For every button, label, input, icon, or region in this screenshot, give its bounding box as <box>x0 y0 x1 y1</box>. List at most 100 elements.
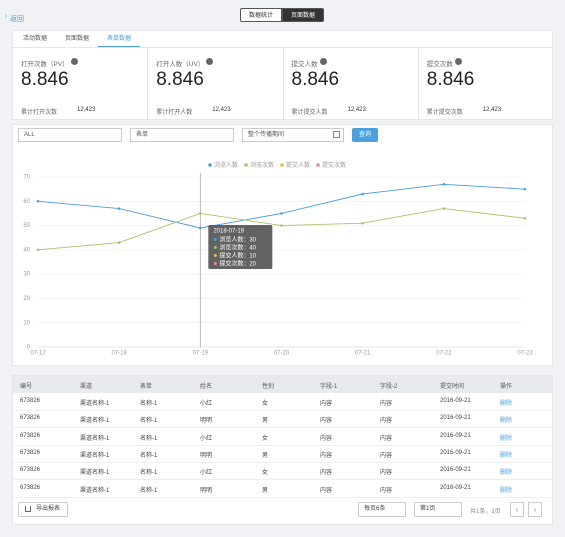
table-cell: 2016-09-21 <box>440 467 471 474</box>
delete-link[interactable]: 删除 <box>500 418 513 425</box>
calendar-icon <box>333 131 340 138</box>
tab[interactable]: 页面数据 <box>64 36 89 42</box>
series-line <box>37 183 526 229</box>
delete-link[interactable]: 删除 <box>500 470 513 477</box>
tooltip-line: 提交次数：20 <box>219 260 256 268</box>
tooltip-date: 2018-07-19 <box>213 229 244 235</box>
card-divider <box>147 48 149 120</box>
data-point <box>117 207 121 210</box>
x-tick-label: 07-17 <box>30 351 46 357</box>
column-header: 渠道 <box>80 384 93 390</box>
table-cell: 小红 <box>200 470 213 477</box>
table-cell: 男 <box>262 487 269 494</box>
period-select[interactable]: 整个传播期间 <box>242 128 344 142</box>
y-tick-label: 30 <box>23 272 30 278</box>
table-cell: 名称-1 <box>140 435 158 442</box>
prev-button[interactable]: ‹ <box>510 502 524 517</box>
row-divider <box>13 479 552 481</box>
line-chart: 0 10 20 30 40 50 60 70 07-17 07-18 07-19 07-20 07-21… <box>23 161 533 357</box>
tab[interactable]: 表单数据 <box>98 33 140 47</box>
table-cell: 明明 <box>200 452 213 459</box>
channel-select[interactable]: ALL <box>18 128 122 142</box>
table-cell: 2016-09-21 <box>440 432 471 439</box>
table-cell: 内容 <box>320 418 333 425</box>
table-cell: 673826 <box>20 398 41 404</box>
table-cell: 673826 <box>20 467 41 474</box>
table-cell: 渠道名称-1 <box>80 401 110 407</box>
table-cell: 2016-09-21 <box>440 398 471 404</box>
delete-link[interactable]: 删除 <box>500 487 513 494</box>
table-cell: 2016-09-21 <box>440 449 471 456</box>
table-header-bg <box>13 376 552 393</box>
column-header: 性别 <box>262 384 275 390</box>
card-total: 12,423 <box>482 107 502 113</box>
card-total: 12,423 <box>212 107 231 113</box>
page-size-select[interactable]: 每页6条 <box>358 502 406 517</box>
card-label: 打开次数（PV） <box>21 61 69 68</box>
card-total: 12,423 <box>77 107 96 113</box>
table-cell: 女 <box>262 401 269 407</box>
table-cell: 2016-09-21 <box>440 415 471 422</box>
tooltip-line: 提交人数：10 <box>219 252 256 260</box>
next-button[interactable]: › <box>528 502 542 517</box>
legend-swatch <box>244 163 248 167</box>
table-cell: 内容 <box>320 435 333 442</box>
table-cell: 2016-09-21 <box>440 484 471 491</box>
legend-swatch <box>208 163 212 167</box>
export-button[interactable]: 导出报表 <box>18 502 68 517</box>
column-header: 操作 <box>500 384 513 390</box>
table-cell: 名称-1 <box>140 487 158 494</box>
data-point <box>280 224 283 227</box>
table-cell: 名称-1 <box>140 452 158 459</box>
row-divider <box>13 410 552 411</box>
y-tick-label: 0 <box>27 345 31 351</box>
tooltip-line: 浏览次数：40 <box>219 244 256 252</box>
data-point <box>361 221 364 225</box>
data-point <box>36 199 40 203</box>
table-cell: 673826 <box>20 432 41 439</box>
tooltip-line: 浏览人数：30 <box>219 236 256 244</box>
column-header: 表单 <box>140 384 153 390</box>
column-header: 字段-2 <box>380 384 398 390</box>
delete-link[interactable]: 删除 <box>500 401 513 407</box>
table-cell: 内容 <box>380 435 393 442</box>
y-tick-label: 20 <box>23 296 30 302</box>
card-total-label: 累计打开次数 <box>21 110 58 116</box>
row-divider <box>13 496 552 498</box>
table-cell: 女 <box>262 435 269 442</box>
table-panel <box>12 375 553 525</box>
page-select[interactable]: 第1页 <box>414 502 462 517</box>
x-tick-label: 07-18 <box>111 351 127 357</box>
tooltip-swatch <box>213 262 217 265</box>
x-tick-label: 07-22 <box>436 351 452 357</box>
y-tick-label: 10 <box>23 320 30 326</box>
query-button[interactable]: 查询 <box>352 128 378 142</box>
legend-label: 浏览次数 <box>250 161 274 169</box>
table-cell: 明明 <box>200 418 213 425</box>
card-total-label: 累计提交人数 <box>291 110 328 116</box>
x-tick-label: 07-21 <box>355 351 371 357</box>
table-cell: 名称-1 <box>140 401 158 407</box>
data-point <box>36 248 40 252</box>
table-cell: 名称-1 <box>140 418 158 425</box>
column-header: 编号 <box>20 384 33 390</box>
toggle-button[interactable]: 数据统计 <box>240 8 282 22</box>
card-total: 12,423 <box>347 107 366 113</box>
table-cell: 内容 <box>380 487 393 494</box>
toggle-button[interactable]: 页面数据 <box>282 8 324 22</box>
table-cell: 男 <box>262 418 269 425</box>
delete-link[interactable]: 删除 <box>500 435 513 442</box>
legend-label: 提交次数 <box>322 161 346 169</box>
tab[interactable]: 活动数据 <box>22 36 47 42</box>
x-tick-label: 07-19 <box>193 351 209 357</box>
row-divider <box>13 461 552 463</box>
series-line <box>37 208 526 251</box>
card-label: 打开人数（UV） <box>156 61 205 68</box>
data-point <box>280 212 283 215</box>
legend-label: 浏览人数 <box>214 161 238 169</box>
form-select[interactable]: 表单 <box>130 128 234 142</box>
delete-link[interactable]: 删除 <box>500 452 513 459</box>
card-label: 提交次数 <box>426 61 453 68</box>
back-link[interactable]: 返回 <box>10 16 24 23</box>
